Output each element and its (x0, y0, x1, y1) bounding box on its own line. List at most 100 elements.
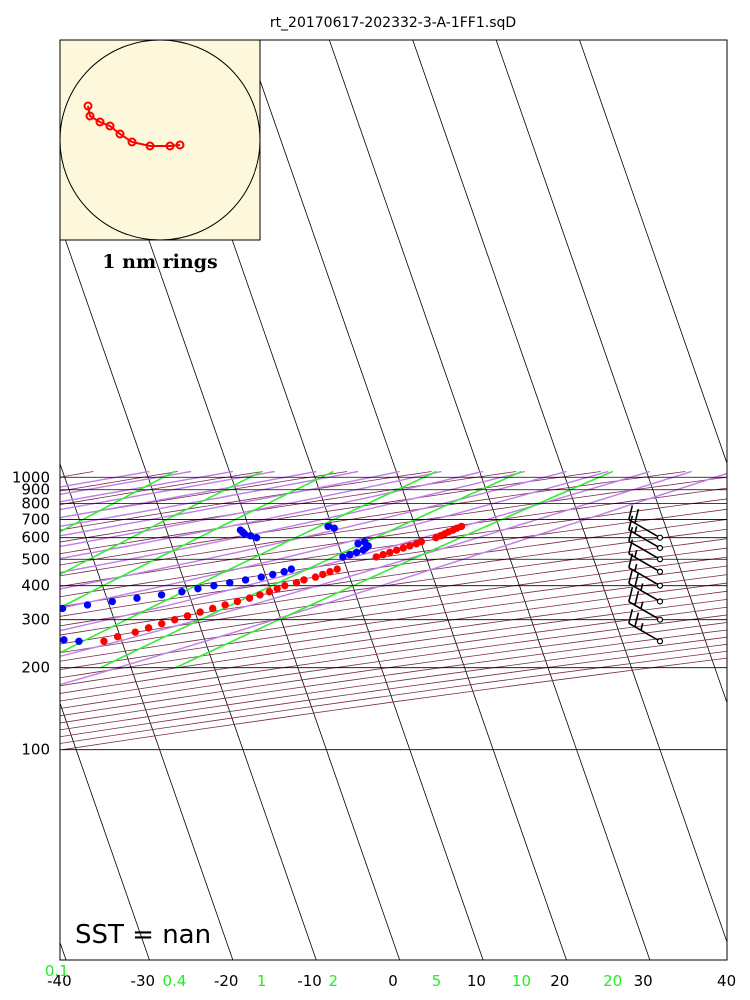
dry-adiabat-line (60, 556, 727, 654)
wind-barb (628, 539, 664, 575)
dewpoint-point (194, 584, 202, 593)
temperature-tick-label: -30 (131, 972, 156, 990)
temperature-point (326, 568, 334, 576)
wind-barb-flag (634, 508, 640, 524)
temperature-point (406, 542, 414, 550)
dry-adiabat-line (60, 582, 727, 679)
dewpoint-point (257, 573, 265, 581)
temperature-point (372, 553, 380, 561)
wind-barb (628, 526, 664, 563)
wind-barb (628, 505, 664, 541)
temperature-point (196, 608, 204, 616)
mixing-ratio-line (100, 470, 522, 669)
temperature-point (113, 632, 122, 641)
wind-barb-shaft (628, 582, 661, 603)
dry-adiabat-line (60, 565, 727, 662)
balloon-track-point (105, 121, 115, 131)
wind-barb-flag (628, 515, 634, 531)
wind-barb-flag (628, 539, 634, 554)
isotherm-line (328, 40, 651, 960)
sst-label: SST = nan (75, 920, 211, 950)
mixing-ratio-line (175, 470, 614, 669)
background-grid (0, 40, 727, 960)
dry-adiabat-line (60, 636, 727, 731)
moist-adiabat-line (60, 470, 442, 548)
pressure-tick-label: 800 (21, 495, 50, 513)
dewpoint-point (241, 576, 250, 584)
wind-barb-flag (634, 612, 640, 627)
temperature-tick-label: 40 (717, 972, 736, 990)
pressure-tick-label: 700 (21, 510, 50, 528)
dewpoint-point (346, 550, 354, 559)
moist-adiabat-line (60, 470, 525, 574)
inset-range-ring (59, 39, 261, 241)
wind-barb (628, 515, 664, 552)
temperature-point (333, 565, 341, 573)
wind-barb-shaft (628, 622, 661, 642)
mixing-ratio-tick-label: 5 (432, 972, 442, 990)
wind-barb (628, 587, 664, 623)
moist-adiabat-line (60, 470, 609, 609)
balloon-track-inset (59, 39, 261, 241)
moist-adiabat-line (60, 470, 192, 496)
wind-barb-half-flag (634, 526, 638, 534)
wind-barb-half-flag (634, 563, 638, 572)
balloon-track-point (175, 140, 185, 150)
balloon-track-point (95, 117, 105, 127)
dewpoint-point (210, 581, 218, 590)
temperature-point (170, 616, 179, 624)
temperature-point (392, 546, 401, 554)
dry-adiabat-line (60, 471, 686, 566)
temperature-tick-label: -40 (47, 972, 72, 990)
temperature-point (399, 544, 407, 552)
temperature-point (417, 538, 426, 546)
mixing-ratio-tick-label: 1 (257, 972, 267, 990)
dewpoint-point (157, 591, 166, 599)
dewpoint-point (280, 568, 288, 576)
temperature-point (379, 550, 387, 559)
dewpoint-point (287, 565, 296, 573)
dewpoint-point (0, 633, 5, 639)
moist-adiabat-line (60, 470, 692, 658)
dewpoint-point (324, 522, 332, 531)
moist-adiabat-line (60, 470, 400, 537)
balloon-track-point (165, 141, 175, 151)
temperature-tick-label: -10 (297, 972, 322, 990)
inset-background (59, 39, 261, 241)
moist-adiabat-line (60, 470, 275, 511)
isotherm-line (60, 702, 150, 960)
temperature-tick-label: -20 (214, 972, 239, 990)
wind-barb-flag (628, 587, 634, 602)
temperature-tick-label: 0 (388, 972, 398, 990)
temperature-point (292, 579, 301, 587)
wind-barb (628, 608, 664, 645)
pressure-tick-label: 200 (21, 659, 50, 677)
dewpoint-point (9, 613, 15, 619)
temperature-point (144, 624, 153, 632)
dry-adiabat-line (60, 471, 517, 543)
dry-adiabat-line (0, 472, 9, 750)
mixing-ratio-line (60, 470, 437, 654)
dewpoint-point (108, 597, 116, 606)
wind-barb-half-flag (640, 623, 644, 631)
dry-adiabat-line (60, 629, 727, 724)
dry-adiabat-line (60, 590, 727, 687)
wind-barb-shaft (628, 529, 661, 549)
temperature-point (221, 601, 229, 609)
mixing-ratio-line (60, 470, 263, 576)
dewpoint-point (37, 635, 43, 641)
wind-barb-station (656, 638, 664, 645)
balloon-track (83, 101, 185, 151)
wind-barb-flag (634, 590, 640, 606)
dry-adiabat-line (60, 606, 727, 702)
wind-barb-flag (628, 569, 634, 584)
dewpoint-point (246, 532, 255, 540)
wind-barb-shaft (628, 553, 661, 573)
balloon-track-point (85, 111, 95, 121)
temperature-point (281, 581, 289, 590)
dewpoint-point (360, 538, 369, 546)
dry-adiabat-line (60, 519, 727, 617)
wind-barb-station (656, 556, 664, 563)
pressure-tick-label: 500 (21, 550, 50, 568)
